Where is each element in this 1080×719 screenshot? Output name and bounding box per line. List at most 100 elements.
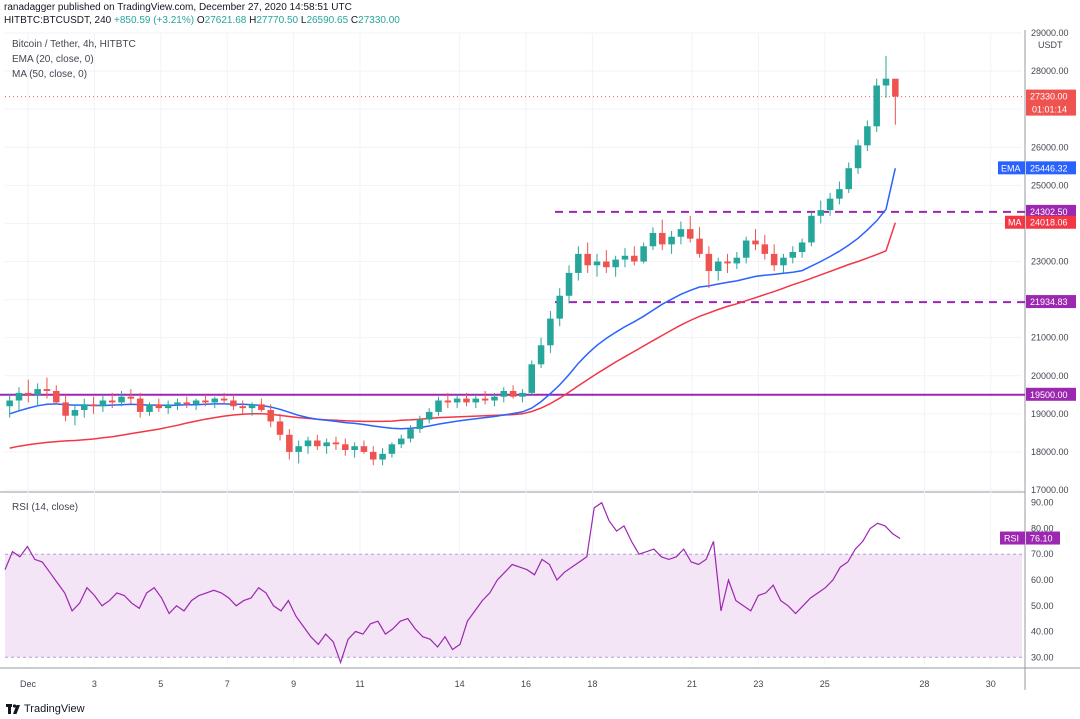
candle-body [556, 295, 563, 319]
candle-body [659, 232, 666, 245]
last-price-tag [1026, 89, 1076, 116]
candle-body [612, 259, 619, 268]
y-tick-label: 25000.00 [1031, 180, 1069, 190]
ohlc-key-h: H [246, 15, 257, 26]
candle-body [593, 261, 601, 266]
candle-body [108, 400, 116, 403]
rsi-tick-label: 40.00 [1031, 627, 1054, 637]
currency-label: USDT [1038, 40, 1063, 50]
candle-body [575, 253, 582, 273]
x-tick-label: 3 [92, 679, 97, 689]
candle-body [379, 453, 386, 460]
legend-ema: EMA (20, close, 0) [12, 54, 94, 65]
rsi-tag-label: 76.10 [1030, 534, 1053, 544]
level-tag [1026, 295, 1076, 309]
x-tick-label: 14 [455, 679, 465, 689]
x-tick-label: 18 [587, 679, 597, 689]
candle-body [323, 442, 330, 447]
x-tick-label: 9 [291, 679, 296, 689]
level-tag-label: 21934.83 [1030, 297, 1068, 307]
candle-body [71, 410, 79, 416]
candle-body [789, 251, 797, 258]
y-tick-label: 18000.00 [1031, 447, 1069, 457]
candle-body [481, 398, 489, 401]
price-tags: 24302.50 21934.83 19500.00 27330.00 01:01:14… [998, 89, 1076, 545]
candle-body [342, 444, 349, 451]
last-price-label: 27330.00 [1030, 92, 1068, 102]
level-tag [1026, 387, 1076, 401]
candle-body [43, 389, 51, 391]
candle-body [248, 404, 256, 409]
candle-body [25, 392, 32, 395]
candle-body [202, 400, 209, 403]
candle-body [472, 398, 480, 403]
y-tick-label: 19000.00 [1031, 409, 1069, 419]
x-tick-label: 16 [521, 679, 531, 689]
x-tick-label: 28 [919, 679, 929, 689]
candle-body [705, 253, 713, 272]
candle-body [407, 429, 414, 439]
candle-body [416, 419, 424, 430]
candle-body [435, 400, 442, 412]
rsi-tick-label: 80.00 [1031, 523, 1054, 533]
y-tick-label: 29000.00 [1031, 28, 1069, 38]
candle-body [854, 145, 862, 169]
candle-body [304, 440, 312, 447]
candle-body [239, 406, 246, 409]
ma-tag-badge [1005, 215, 1025, 229]
publisher-line: ranadagger published on TradingView.com,… [4, 2, 352, 13]
candle-body [528, 364, 536, 393]
rsi-tick-label: 30.00 [1031, 652, 1054, 662]
candle-body [155, 404, 163, 409]
candle-body [267, 410, 274, 422]
ma-tag-name: MA [1008, 218, 1022, 228]
candle-body [351, 446, 358, 451]
candle-body [798, 242, 806, 252]
price-change: +850.59 (+3.21%) [114, 15, 195, 26]
candle-body [519, 392, 526, 397]
candle-body [509, 390, 517, 397]
rsi-band [5, 553, 1022, 658]
candle-body [146, 404, 153, 412]
candle-body [780, 257, 787, 266]
candle-body [724, 261, 731, 264]
candle-body [752, 240, 759, 245]
candle-body [230, 400, 237, 407]
chart-header: ranadagger published on TradingView.com,… [0, 0, 1080, 30]
symbol-label: HITBTC:BTCUSDT, 240 [4, 15, 112, 26]
candle-body [425, 411, 433, 420]
ma-line [9, 222, 897, 449]
ma-path [9, 222, 897, 449]
candle-body [444, 400, 452, 403]
rsi-tick-label: 60.00 [1031, 575, 1054, 585]
candle-body [817, 210, 825, 216]
ema-tag-label: 25446.32 [1030, 163, 1068, 173]
candle-body [53, 390, 60, 403]
x-tick-label: 7 [225, 679, 230, 689]
candle-body [136, 398, 144, 412]
x-tick-label: 23 [753, 679, 763, 689]
candle-body [295, 446, 302, 452]
candle-body [15, 392, 23, 401]
rsi-tick-label: 70.00 [1031, 549, 1054, 559]
ema-tag-badge [998, 161, 1025, 175]
rsi-tick-label: 90.00 [1031, 498, 1054, 508]
candle-body [388, 444, 396, 454]
candle-body [314, 440, 321, 447]
candle-body [453, 398, 461, 403]
ema-tag-name: EMA [1001, 163, 1021, 173]
candle-body [565, 272, 573, 296]
candle-body [649, 232, 657, 247]
rsi-tag [1026, 531, 1060, 545]
candle-body [369, 451, 377, 460]
candle-body [192, 400, 200, 405]
level-tag-label: 19500.00 [1030, 390, 1068, 400]
candle-body [360, 446, 368, 452]
ohlc-value-o: 27621.68 [204, 15, 247, 26]
candle-body [332, 442, 340, 445]
candle-body [6, 400, 13, 407]
candle-body [211, 398, 219, 403]
candlestick-chart[interactable]: 17000.00 18000.00 19000.00 20000.00 21000.00… [0, 0, 1080, 700]
candle-body [463, 398, 470, 403]
candle-body [677, 229, 685, 237]
